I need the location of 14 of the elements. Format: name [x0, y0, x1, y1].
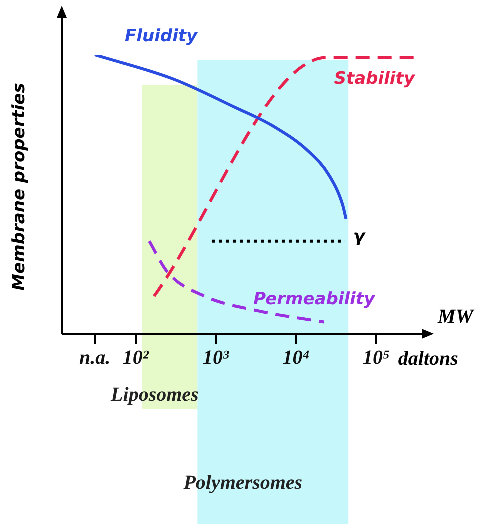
- x-tick-label: 10⁴: [282, 347, 310, 370]
- x-tick-label: 10²: [122, 347, 150, 370]
- x-tick-label: 10⁵: [362, 347, 390, 370]
- x-axis-title: MW: [437, 306, 475, 328]
- band-label: Polymersomes: [182, 472, 303, 494]
- x-tick-label: 10³: [203, 347, 230, 370]
- series-label: Stability: [334, 69, 416, 90]
- x-tick-label: n.a.: [79, 347, 111, 370]
- series-label: Permeability: [254, 290, 376, 310]
- band-label: Liposomes: [110, 384, 200, 406]
- series-label: γ: [353, 226, 366, 247]
- text: daltons: [398, 348, 459, 370]
- series-label: Fluidity: [125, 26, 199, 46]
- y-axis-title: Membrane properties: [9, 83, 30, 291]
